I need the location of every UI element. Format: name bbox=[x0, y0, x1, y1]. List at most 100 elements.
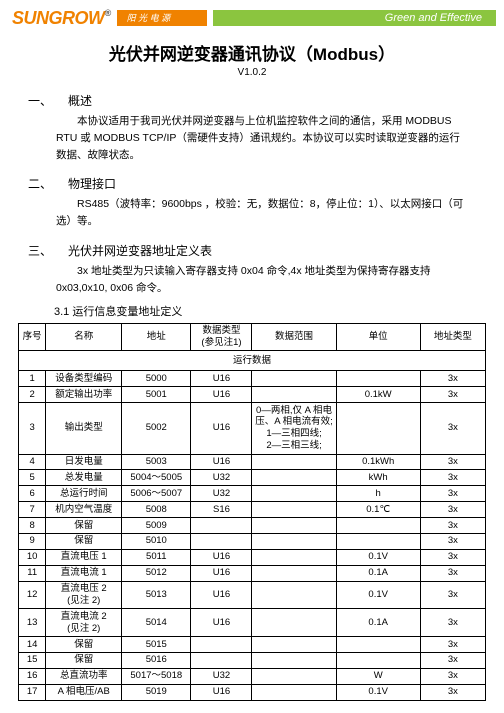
section-2: 二、 物理接口 bbox=[28, 175, 504, 192]
cell-unit: 0.1℃ bbox=[336, 502, 420, 518]
cell-seq: 16 bbox=[19, 668, 46, 684]
section-3: 三、 光伏并网逆变器地址定义表 bbox=[28, 242, 504, 259]
cell-atype: 3x bbox=[420, 533, 485, 549]
cell-range bbox=[252, 668, 336, 684]
section-2-num: 二、 bbox=[28, 175, 68, 192]
cell-atype: 3x bbox=[420, 565, 485, 581]
table-row: 15保留50163x bbox=[19, 652, 486, 668]
table-row: 1设备类型编码5000U163x bbox=[19, 371, 486, 387]
cell-unit: 0.1A bbox=[336, 565, 420, 581]
cell-range bbox=[252, 454, 336, 470]
cell-seq: 3 bbox=[19, 403, 46, 455]
table-row: 8保留50093x bbox=[19, 518, 486, 534]
cell-name: 保留 bbox=[46, 518, 122, 534]
cell-dtype: U32 bbox=[191, 470, 252, 486]
cell-range bbox=[252, 486, 336, 502]
logo-text: SUNGROW bbox=[12, 8, 105, 28]
cell-seq: 7 bbox=[19, 502, 46, 518]
table-group-title: 运行数据 bbox=[19, 351, 486, 371]
cell-range bbox=[252, 581, 336, 609]
section-1-para: 本协议适用于我司光伏并网逆变器与上位机监控软件之间的通信，采用 MODBUS R… bbox=[56, 113, 466, 163]
cell-dtype: U16 bbox=[191, 684, 252, 700]
cell-atype: 3x bbox=[420, 609, 485, 637]
table-row: 13直流电流 2 (见注 2)5014U160.1A3x bbox=[19, 609, 486, 637]
cell-atype: 3x bbox=[420, 637, 485, 653]
table-row: 10直流电压 15011U160.1V3x bbox=[19, 549, 486, 565]
cell-addr: 5006～5007 bbox=[122, 486, 191, 502]
cell-atype: 3x bbox=[420, 454, 485, 470]
cell-seq: 11 bbox=[19, 565, 46, 581]
table-row: 11直流电流 15012U160.1A3x bbox=[19, 565, 486, 581]
cell-dtype: U16 bbox=[191, 581, 252, 609]
cell-name: 保留 bbox=[46, 637, 122, 653]
cell-atype: 3x bbox=[420, 581, 485, 609]
cell-unit bbox=[336, 371, 420, 387]
logo-reg: ® bbox=[105, 8, 111, 18]
cell-dtype bbox=[191, 652, 252, 668]
cell-atype: 3x bbox=[420, 371, 485, 387]
cell-atype: 3x bbox=[420, 470, 485, 486]
cell-dtype: U16 bbox=[191, 371, 252, 387]
cell-seq: 17 bbox=[19, 684, 46, 700]
cell-seq: 14 bbox=[19, 637, 46, 653]
cell-range bbox=[252, 533, 336, 549]
cell-atype: 3x bbox=[420, 652, 485, 668]
cell-unit: 0.1V bbox=[336, 581, 420, 609]
cell-addr: 5011 bbox=[122, 549, 191, 565]
table-row: 7机内空气温度5008S160.1℃3x bbox=[19, 502, 486, 518]
cell-dtype: U16 bbox=[191, 609, 252, 637]
cell-addr: 5002 bbox=[122, 403, 191, 455]
cell-unit: kWh bbox=[336, 470, 420, 486]
cell-name: 保留 bbox=[46, 652, 122, 668]
tagline-cn: 阳 光 电 源 bbox=[117, 10, 207, 26]
section-3-title: 光伏并网逆变器地址定义表 bbox=[68, 242, 212, 259]
section-3-num: 三、 bbox=[28, 242, 68, 259]
cell-unit bbox=[336, 637, 420, 653]
cell-atype: 3x bbox=[420, 518, 485, 534]
cell-seq: 4 bbox=[19, 454, 46, 470]
cell-atype: 3x bbox=[420, 549, 485, 565]
table-row: 14保留5015 3x bbox=[19, 637, 486, 653]
section-1-num: 一、 bbox=[28, 92, 68, 109]
table-header-row: 序号 名称 地址 数据类型 (参见注1) 数据范围 单位 地址类型 bbox=[19, 323, 486, 351]
section-1: 一、 概述 bbox=[28, 92, 504, 109]
cell-unit bbox=[336, 652, 420, 668]
cell-name: 总运行时间 bbox=[46, 486, 122, 502]
tagline-en: Green and Effective bbox=[213, 10, 496, 26]
cell-unit: 0.1kWh bbox=[336, 454, 420, 470]
cell-atype: 3x bbox=[420, 668, 485, 684]
doc-title: 光伏并网逆变器通讯协议（Modbus） bbox=[0, 40, 504, 65]
cell-name: 总发电量 bbox=[46, 470, 122, 486]
table-row: 5总发电量5004～5005U32kWh3x bbox=[19, 470, 486, 486]
cell-dtype: U16 bbox=[191, 565, 252, 581]
cell-range bbox=[252, 609, 336, 637]
cell-dtype: U16 bbox=[191, 549, 252, 565]
cell-dtype: U16 bbox=[191, 403, 252, 455]
cell-seq: 12 bbox=[19, 581, 46, 609]
cell-name: 总直流功率 bbox=[46, 668, 122, 684]
cell-addr: 5001 bbox=[122, 387, 191, 403]
cell-range bbox=[252, 637, 336, 653]
section-3-sub: 3.1 运行信息变量地址定义 bbox=[54, 303, 504, 319]
cell-range bbox=[252, 470, 336, 486]
cell-name: 设备类型编码 bbox=[46, 371, 122, 387]
cell-range bbox=[252, 502, 336, 518]
cell-seq: 10 bbox=[19, 549, 46, 565]
cell-addr: 5015 bbox=[122, 637, 191, 653]
cell-addr: 5016 bbox=[122, 652, 191, 668]
cell-seq: 5 bbox=[19, 470, 46, 486]
cell-name: 输出类型 bbox=[46, 403, 122, 455]
doc-version: V1.0.2 bbox=[0, 67, 504, 78]
cell-name: 直流电压 2 (见注 2) bbox=[46, 581, 122, 609]
cell-unit bbox=[336, 403, 420, 455]
th-unit: 单位 bbox=[336, 323, 420, 351]
cell-atype: 3x bbox=[420, 684, 485, 700]
cell-atype: 3x bbox=[420, 387, 485, 403]
cell-addr: 5017～5018 bbox=[122, 668, 191, 684]
cell-unit bbox=[336, 533, 420, 549]
cell-dtype: U16 bbox=[191, 387, 252, 403]
cell-unit: 0.1V bbox=[336, 549, 420, 565]
cell-dtype: U16 bbox=[191, 454, 252, 470]
section-2-para: RS485（波特率：9600bps ，校验：无，数据位：8，停止位：1）、以太网… bbox=[56, 196, 466, 230]
cell-range bbox=[252, 518, 336, 534]
